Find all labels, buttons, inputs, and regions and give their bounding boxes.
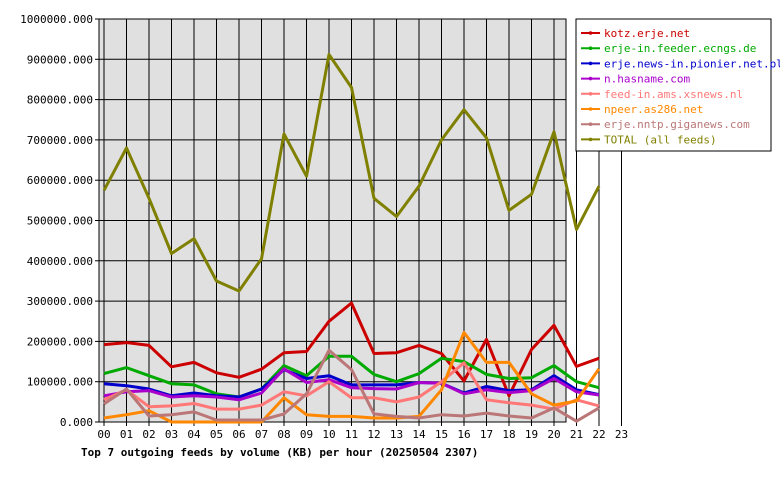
chart-title: Top 7 outgoing feeds by volume (KB) per …: [81, 446, 478, 459]
legend-marker: [588, 92, 593, 96]
legend-label: erje.news-in.pionier.net.pl: [604, 57, 780, 70]
legend-box: [575, 18, 772, 152]
y-tick-label: 800000.000: [27, 94, 93, 107]
x-tick-label: 05: [210, 428, 223, 441]
y-tick-label: 700000.000: [27, 134, 93, 147]
x-tick-label: 21: [570, 428, 583, 441]
x-tick-label: 23: [615, 428, 628, 441]
y-tick-label: 300000.000: [27, 295, 93, 308]
legend-marker: [588, 137, 593, 142]
x-tick-label: 22: [592, 428, 605, 441]
x-tick-label: 19: [525, 428, 538, 441]
y-tick-label: 600000.000: [27, 174, 93, 187]
y-tick-label: 100000.000: [27, 376, 93, 389]
legend-marker: [588, 61, 593, 66]
y-tick-label: 1000000.000: [20, 13, 93, 26]
series-line-2: [103, 368, 600, 399]
x-axis-ticks: 00 01 02 03 04 05 06 07 08 09 10 11 12 13 14 15 16 17 18 19…: [97, 422, 628, 441]
legend-label: erje-in.feeder.ecngs.de: [604, 42, 756, 55]
series-line-3: [103, 367, 600, 402]
series-line-6: [103, 348, 600, 423]
x-tick-label: 13: [390, 428, 403, 441]
legend-label: feed-in.ams.xsnews.nl: [604, 88, 743, 101]
x-tick-label: 17: [480, 428, 493, 441]
y-tick-label: 200000.000: [27, 335, 93, 348]
x-tick-label: 01: [120, 428, 133, 441]
x-tick-label: 08: [277, 428, 290, 441]
legend-label: TOTAL (all feeds): [604, 133, 717, 146]
x-tick-label: 18: [502, 428, 515, 441]
x-tick-label: 06: [232, 428, 245, 441]
series-line-4: [103, 361, 600, 411]
x-tick-label: 14: [412, 428, 426, 441]
legend-marker: [588, 76, 593, 81]
series-line-1: [103, 354, 600, 399]
x-tick-label: 16: [457, 428, 470, 441]
legend: kotz.erje.net erje-in.feeder.ecngs.de erje…: [575, 18, 780, 152]
y-axis-ticks: 0.000 100000.000 200000.000 300000.000 40000…: [20, 13, 99, 429]
x-tick-label: 10: [322, 428, 335, 441]
y-tick-label: 500000.000: [27, 215, 93, 228]
legend-label: n.hasname.com: [604, 73, 690, 86]
legend-label: npeer.as286.net: [604, 103, 703, 116]
legend-marker: [588, 107, 593, 111]
x-tick-label: 12: [367, 428, 380, 441]
x-tick-label: 04: [187, 428, 201, 441]
x-tick-label: 02: [142, 428, 155, 441]
legend-label: kotz.erje.net: [604, 27, 690, 40]
x-tick-label: 03: [165, 428, 178, 441]
series-line-7: [102, 53, 601, 293]
series-line-0: [103, 301, 600, 398]
x-tick-label: 20: [547, 428, 560, 441]
series-lines: [102, 53, 601, 424]
series-line-5: [103, 331, 601, 424]
y-tick-label: 0.000: [60, 416, 93, 429]
x-tick-label: 11: [345, 428, 358, 441]
legend-marker: [588, 31, 593, 35]
x-tick-label: 07: [255, 428, 268, 441]
legend-marker: [588, 46, 593, 50]
y-tick-label: 900000.000: [27, 53, 93, 66]
y-tick-label: 400000.000: [27, 255, 93, 268]
x-tick-label: 00: [97, 428, 110, 441]
x-tick-label: 09: [300, 428, 313, 441]
legend-label: erje.nntp.giganews.com: [604, 118, 750, 131]
x-tick-label: 15: [435, 428, 448, 441]
legend-marker: [588, 122, 593, 126]
